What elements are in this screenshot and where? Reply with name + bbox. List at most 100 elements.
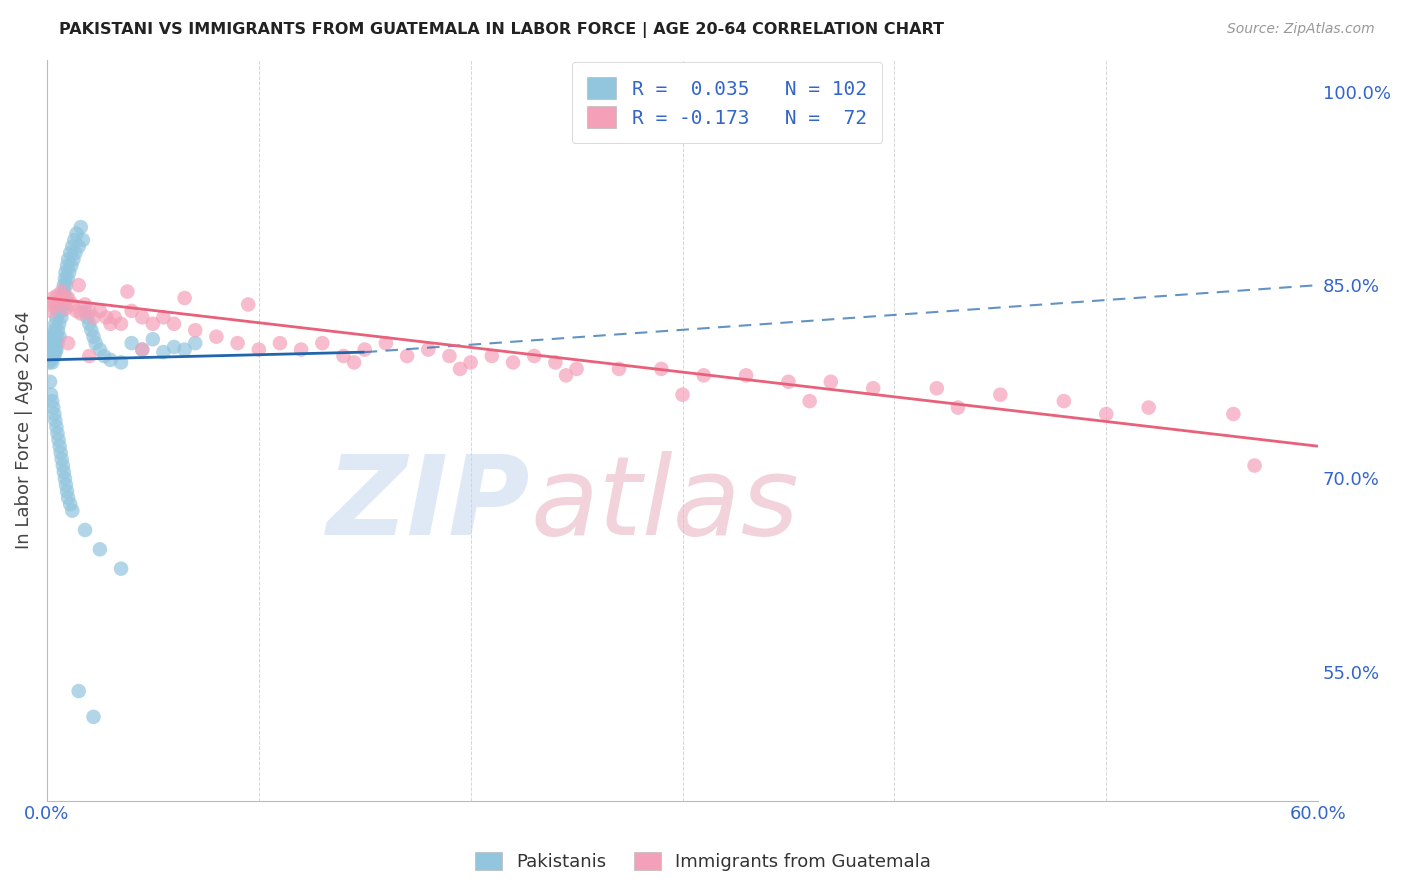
Point [67, 278, 90, 293]
Point [1243, 458, 1265, 473]
Point [353, 343, 375, 357]
Point [142, 317, 165, 331]
Point [988, 387, 1011, 401]
Point [449, 362, 471, 376]
Point [247, 343, 270, 357]
Point [65, 304, 87, 318]
Point [73, 304, 96, 318]
Point [374, 336, 396, 351]
Point [39, 352, 62, 367]
Point [62, 252, 84, 267]
Point [42, 291, 65, 305]
Point [60, 297, 83, 311]
Point [45, 420, 67, 434]
Point [67, 684, 90, 698]
Point [238, 297, 260, 311]
Point [42, 401, 65, 415]
Point [96, 310, 118, 325]
Point [44, 323, 66, 337]
Point [46, 426, 69, 441]
Text: atlas: atlas [530, 450, 799, 558]
Point [38, 355, 60, 369]
Point [44, 349, 66, 363]
Point [110, 561, 132, 575]
Point [100, 317, 122, 331]
Point [142, 332, 165, 346]
Point [52, 278, 75, 293]
Point [460, 355, 482, 369]
Legend: Pakistanis, Immigrants from Guatemala: Pakistanis, Immigrants from Guatemala [468, 845, 938, 879]
Point [42, 327, 65, 342]
Point [110, 317, 132, 331]
Point [52, 465, 75, 479]
Point [55, 301, 77, 316]
Point [63, 233, 86, 247]
Point [39, 332, 62, 346]
Point [131, 343, 153, 357]
Point [117, 285, 139, 299]
Text: PAKISTANI VS IMMIGRANTS FROM GUATEMALA IN LABOR FORCE | AGE 20-64 CORRELATION CH: PAKISTANI VS IMMIGRANTS FROM GUATEMALA I… [59, 22, 943, 38]
Point [65, 246, 87, 260]
Point [48, 329, 70, 343]
Point [650, 362, 672, 376]
Point [104, 310, 127, 325]
Point [778, 375, 800, 389]
Point [110, 355, 132, 369]
Point [163, 317, 186, 331]
Point [45, 310, 67, 325]
Point [51, 452, 73, 467]
Point [46, 329, 69, 343]
Point [1222, 407, 1244, 421]
Point [38, 336, 60, 351]
Point [226, 336, 249, 351]
Point [51, 310, 73, 325]
Point [42, 336, 65, 351]
Point [290, 343, 312, 357]
Point [69, 220, 91, 235]
Point [820, 375, 842, 389]
Point [52, 291, 75, 305]
Point [48, 439, 70, 453]
Point [60, 239, 83, 253]
Point [77, 304, 100, 318]
Point [73, 297, 96, 311]
Point [100, 352, 122, 367]
Point [44, 413, 66, 427]
Point [502, 355, 524, 369]
Point [49, 445, 72, 459]
Point [69, 306, 91, 320]
Point [44, 297, 66, 311]
Point [89, 542, 111, 557]
Point [46, 304, 69, 318]
Point [39, 387, 62, 401]
Point [72, 233, 94, 247]
Text: ZIP: ZIP [326, 450, 530, 558]
Point [42, 343, 65, 357]
Point [45, 343, 67, 357]
Point [39, 343, 62, 357]
Point [46, 288, 69, 302]
Point [65, 227, 87, 241]
Point [439, 349, 461, 363]
Point [418, 343, 440, 357]
Point [56, 271, 79, 285]
Point [60, 259, 83, 273]
Point [55, 291, 77, 305]
Point [83, 710, 105, 724]
Point [121, 304, 143, 318]
Point [46, 336, 69, 351]
Point [39, 339, 62, 353]
Point [565, 362, 588, 376]
Point [131, 310, 153, 325]
Point [396, 349, 419, 363]
Point [205, 329, 228, 343]
Point [44, 317, 66, 331]
Point [77, 349, 100, 363]
Point [84, 336, 107, 351]
Point [53, 471, 76, 485]
Point [76, 310, 98, 325]
Point [53, 285, 76, 299]
Point [59, 246, 82, 260]
Point [58, 265, 80, 279]
Point [671, 387, 693, 401]
